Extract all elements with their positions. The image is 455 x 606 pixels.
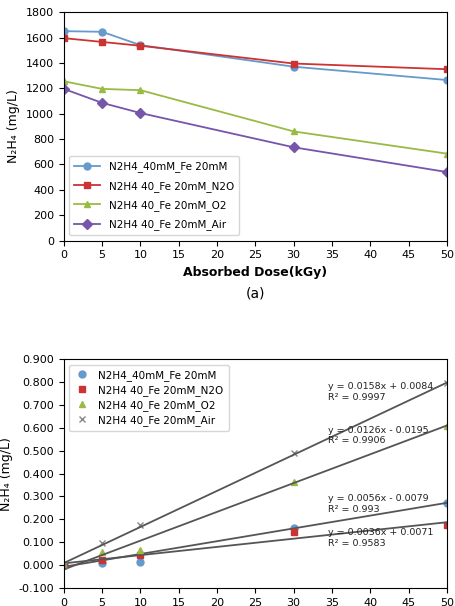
N2H4 40_Fe 20mM_Air <box>99 539 105 547</box>
N2H4 40_Fe 20mM_Air <box>443 168 449 176</box>
N2H4 40_Fe 20mM_Air <box>137 110 143 117</box>
N2H4 40_Fe 20mM_O2 <box>99 85 105 93</box>
Line: N2H4 40_Fe 20mM_Air: N2H4 40_Fe 20mM_Air <box>60 380 450 568</box>
N2H4 40_Fe 20mM_O2 <box>61 78 66 85</box>
N2H4 40_Fe 20mM_O2 <box>99 548 105 555</box>
Text: y = 0.0056x - 0.0079
R² = 0.993: y = 0.0056x - 0.0079 R² = 0.993 <box>328 494 428 513</box>
N2H4 40_Fe 20mM_N2O <box>290 60 296 67</box>
N2H4 40_Fe 20mM_O2 <box>137 547 143 554</box>
Text: (a): (a) <box>245 286 264 300</box>
N2H4 40_Fe 20mM_O2 <box>443 422 449 429</box>
X-axis label: Absorbed Dose(kGy): Absorbed Dose(kGy) <box>183 266 327 279</box>
N2H4 40_Fe 20mM_N2O <box>443 521 449 528</box>
N2H4 40_Fe 20mM_N2O <box>99 38 105 45</box>
Line: N2H4_40mM_Fe 20mM: N2H4_40mM_Fe 20mM <box>60 500 450 568</box>
Line: N2H4 40_Fe 20mM_N2O: N2H4 40_Fe 20mM_N2O <box>60 522 450 568</box>
N2H4 40_Fe 20mM_O2 <box>290 128 296 135</box>
N2H4 40_Fe 20mM_O2 <box>137 87 143 94</box>
N2H4_40mM_Fe 20mM <box>99 559 105 567</box>
Line: N2H4_40mM_Fe 20mM: N2H4_40mM_Fe 20mM <box>60 28 450 84</box>
N2H4_40mM_Fe 20mM <box>443 76 449 84</box>
N2H4 40_Fe 20mM_Air <box>290 450 296 457</box>
Y-axis label: N₂H₄ (mg/L): N₂H₄ (mg/L) <box>7 90 20 163</box>
Legend: N2H4_40mM_Fe 20mM, N2H4 40_Fe 20mM_N2O, N2H4 40_Fe 20mM_O2, N2H4 40_Fe 20mM_Air: N2H4_40mM_Fe 20mM, N2H4 40_Fe 20mM_N2O, … <box>69 156 238 235</box>
N2H4 40_Fe 20mM_Air <box>443 380 449 387</box>
N2H4 40_Fe 20mM_N2O <box>61 35 66 42</box>
N2H4 40_Fe 20mM_N2O <box>137 551 143 558</box>
N2H4_40mM_Fe 20mM <box>443 500 449 507</box>
N2H4 40_Fe 20mM_Air <box>61 561 66 568</box>
N2H4_40mM_Fe 20mM <box>61 27 66 35</box>
N2H4 40_Fe 20mM_N2O <box>290 528 296 536</box>
N2H4 40_Fe 20mM_N2O <box>443 65 449 73</box>
Line: N2H4 40_Fe 20mM_N2O: N2H4 40_Fe 20mM_N2O <box>60 35 450 73</box>
N2H4_40mM_Fe 20mM <box>290 524 296 531</box>
Text: y = 0.0158x + 0.0084
R² = 0.9997: y = 0.0158x + 0.0084 R² = 0.9997 <box>328 382 432 402</box>
N2H4 40_Fe 20mM_N2O <box>137 42 143 50</box>
N2H4 40_Fe 20mM_O2 <box>61 561 66 568</box>
N2H4_40mM_Fe 20mM <box>137 41 143 48</box>
N2H4 40_Fe 20mM_N2O <box>61 561 66 568</box>
N2H4 40_Fe 20mM_O2 <box>290 478 296 485</box>
Y-axis label: N₂H₄ (mg/L): N₂H₄ (mg/L) <box>0 437 13 510</box>
N2H4 40_Fe 20mM_Air <box>290 144 296 151</box>
Text: y = 0.0126x - 0.0195
R² = 0.9906: y = 0.0126x - 0.0195 R² = 0.9906 <box>328 425 428 445</box>
Line: N2H4 40_Fe 20mM_O2: N2H4 40_Fe 20mM_O2 <box>60 422 450 568</box>
N2H4_40mM_Fe 20mM <box>61 561 66 568</box>
Line: N2H4 40_Fe 20mM_O2: N2H4 40_Fe 20mM_O2 <box>60 78 450 157</box>
Line: N2H4 40_Fe 20mM_Air: N2H4 40_Fe 20mM_Air <box>60 85 450 176</box>
N2H4_40mM_Fe 20mM <box>99 28 105 35</box>
N2H4_40mM_Fe 20mM <box>137 558 143 565</box>
N2H4 40_Fe 20mM_O2 <box>443 150 449 158</box>
Text: y = 0.0036x + 0.0071
R² = 0.9583: y = 0.0036x + 0.0071 R² = 0.9583 <box>328 528 433 548</box>
N2H4 40_Fe 20mM_Air <box>99 99 105 107</box>
N2H4 40_Fe 20mM_Air <box>137 521 143 528</box>
Legend: N2H4_40mM_Fe 20mM, N2H4 40_Fe 20mM_N2O, N2H4 40_Fe 20mM_O2, N2H4 40_Fe 20mM_Air: N2H4_40mM_Fe 20mM, N2H4 40_Fe 20mM_N2O, … <box>69 365 228 431</box>
N2H4_40mM_Fe 20mM <box>290 63 296 70</box>
N2H4 40_Fe 20mM_N2O <box>99 557 105 564</box>
N2H4 40_Fe 20mM_Air <box>61 85 66 93</box>
